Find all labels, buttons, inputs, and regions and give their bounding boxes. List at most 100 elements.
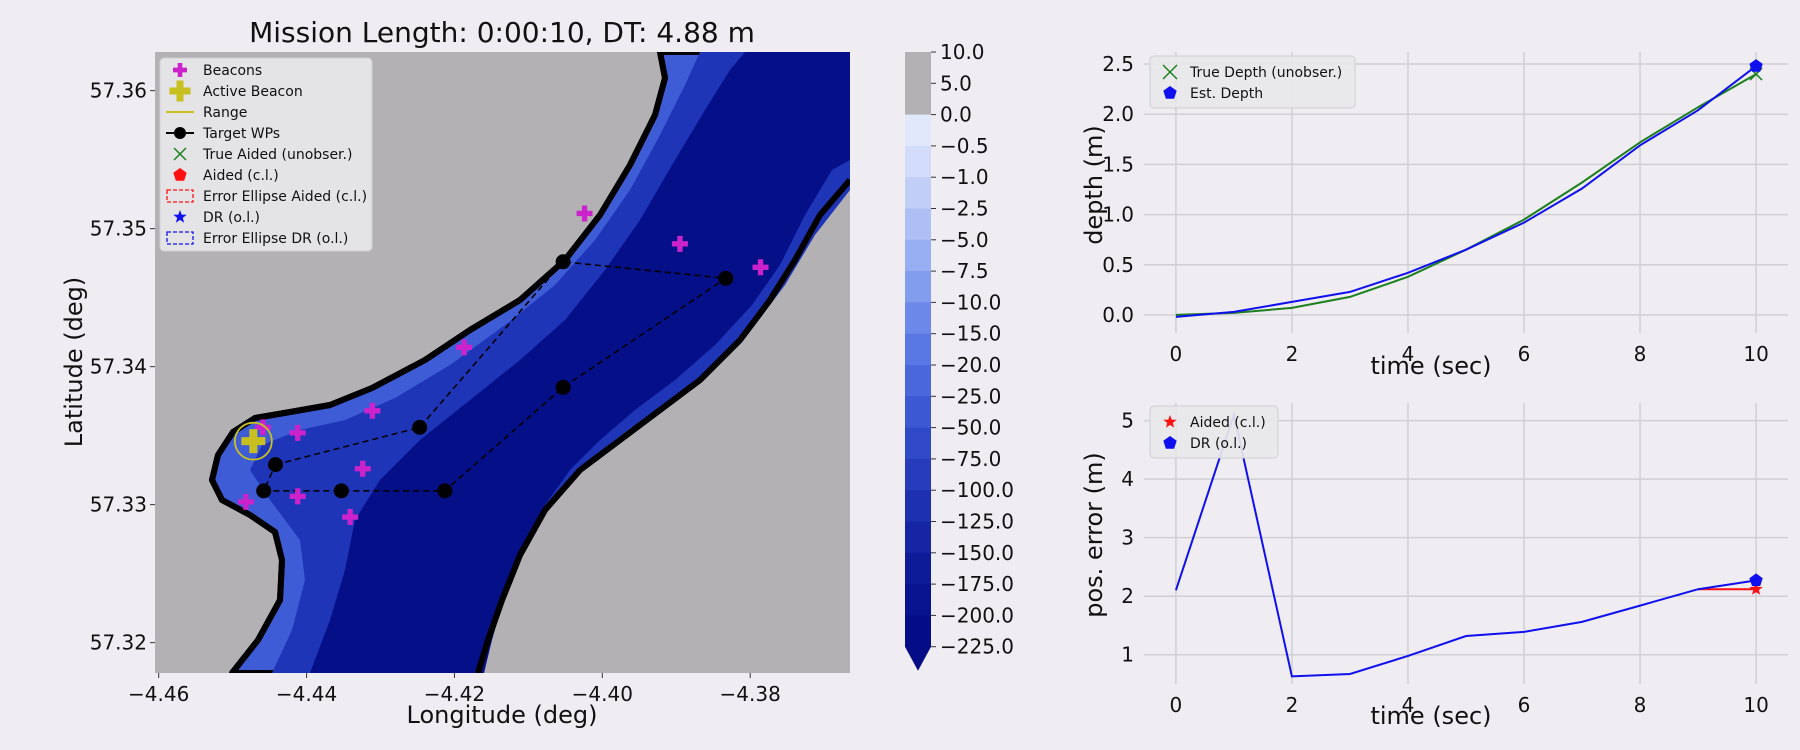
colorbar-band	[905, 490, 931, 522]
colorbar-band	[905, 302, 931, 335]
target-waypoint	[437, 483, 453, 499]
map-legend-label: Beacons	[203, 63, 262, 79]
target-waypoint	[333, 483, 349, 499]
y-tick-label: 3	[1121, 526, 1134, 550]
target-waypoint	[555, 379, 571, 395]
colorbar-tick-label: −7.5	[940, 259, 989, 283]
x-tick-label: 4	[1402, 693, 1415, 717]
legend-label: True Depth (unobser.)	[1189, 65, 1342, 81]
colorbar-tick-label: −5.0	[940, 228, 989, 252]
colorbar-band	[905, 615, 931, 648]
range-circle	[233, 421, 273, 461]
beacon-marker	[237, 493, 254, 510]
dr-o-l-line	[1174, 410, 1757, 678]
colorbar-band	[905, 114, 931, 147]
colorbar-band	[905, 521, 931, 554]
x-tick-label: 2	[1286, 342, 1299, 366]
colorbar-band	[905, 208, 931, 241]
map-legend-label: Target WPs	[202, 126, 280, 142]
colorbar-band	[905, 271, 931, 303]
x-tick-label: 8	[1634, 693, 1647, 717]
map-x-tick-label: −4.42	[424, 682, 485, 706]
error-ellipse-aided-c-l-legend-icon	[166, 189, 194, 203]
colorbar-tick-label: −100.0	[940, 478, 1014, 502]
map-legend: Beacons Active Beacon Range Target WPs True …	[159, 57, 373, 252]
true-depth-unobser-legend-icon	[1162, 64, 1178, 80]
colorbar-tick-label: −2.5	[940, 197, 989, 221]
beacon-marker	[254, 419, 271, 436]
beacon-marker	[752, 259, 769, 276]
map-y-label: Latitude (deg)	[60, 277, 88, 447]
beacon-marker	[576, 205, 593, 222]
map-x-label: Longitude (deg)	[407, 701, 598, 729]
y-tick-label: 2	[1121, 584, 1134, 608]
beacon-marker	[342, 509, 359, 526]
colorbar-band	[905, 145, 931, 178]
y-tick-label: 1.0	[1102, 203, 1134, 227]
beacon-marker	[289, 424, 306, 441]
colorbar-tick-label: −125.0	[940, 510, 1014, 534]
target-waypoint	[256, 483, 272, 499]
active-beacon-legend-icon	[169, 80, 191, 102]
depth-y-label: depth (m)	[1080, 125, 1108, 245]
legend-box	[1149, 55, 1356, 109]
map-x-tick-label: −4.38	[720, 682, 781, 706]
map-marks	[233, 205, 769, 526]
map-legend-box	[159, 57, 373, 252]
bathymetry-contours	[209, 52, 850, 673]
x-tick-label: 0	[1170, 342, 1183, 366]
water-deep	[310, 52, 850, 673]
y-tick-label: 1.5	[1102, 152, 1134, 176]
colorbar-band	[905, 83, 931, 116]
x-tick-label: 10	[1743, 693, 1768, 717]
colorbar-band	[905, 177, 931, 209]
est-depth-line	[1175, 65, 1757, 318]
colorbar-band	[905, 365, 931, 397]
chart-legend: True Depth (unobser.) Est. Depth	[1149, 55, 1356, 109]
colorbar-band	[905, 458, 931, 491]
map-legend-label: Active Beacon	[203, 84, 303, 100]
colorbar-tick-label: −0.5	[940, 134, 989, 158]
est-depth-legend-icon	[1163, 86, 1177, 99]
colorbar-band	[905, 396, 931, 429]
x-tick-label: 6	[1518, 693, 1531, 717]
depth-chart: 0 2 4 6 8 10 0.0 0.5 1.0 1.5 2.0 2.5 True Depth (uno…	[1102, 52, 1788, 366]
colorbar-tick-label: −225.0	[940, 635, 1014, 659]
colorbar-tick-label: −15.0	[940, 322, 1001, 346]
y-tick-label: 1	[1121, 643, 1134, 667]
beacon-marker	[456, 339, 473, 356]
dr-o-l-legend-icon	[173, 210, 187, 223]
y-tick-label: 5	[1121, 409, 1134, 433]
beacon-marker	[364, 402, 381, 419]
target-wps-legend-icon	[174, 127, 186, 139]
y-tick-label: 0.0	[1102, 303, 1134, 327]
map-legend-label: DR (o.l.)	[203, 210, 260, 226]
colorbar-tick-label: −75.0	[940, 447, 1001, 471]
x-tick-label: 8	[1634, 342, 1647, 366]
map-x-tick-label: −4.44	[276, 682, 337, 706]
legend-label: Aided (c.l.)	[1190, 415, 1266, 431]
colorbar-extend-arrow	[905, 646, 931, 671]
colorbar-tick-label: −50.0	[940, 416, 1001, 440]
coastline-west	[209, 52, 668, 673]
map-x-tick-label: −4.46	[128, 682, 189, 706]
legend-label: DR (o.l.)	[1190, 436, 1247, 452]
map-y-tick-label: 57.32	[90, 631, 147, 655]
error-ellipse-dr-o-l-legend-icon	[166, 231, 194, 245]
x-tick-label: 6	[1518, 342, 1531, 366]
legend-label: Est. Depth	[1190, 86, 1263, 102]
colorbar-tick-label: −200.0	[940, 603, 1014, 627]
y-tick-label: 4	[1121, 467, 1134, 491]
map-legend-label: Error Ellipse DR (o.l.)	[203, 231, 348, 247]
beacons-legend-icon	[173, 63, 188, 77]
map-legend-label: Error Ellipse Aided (c.l.)	[203, 189, 367, 205]
y-tick-label: 0.5	[1102, 253, 1134, 277]
map-legend-label: Aided (c.l.)	[203, 168, 279, 184]
map-x-tick-label: −4.40	[572, 682, 633, 706]
beacon-marker	[671, 235, 688, 252]
beacon-marker	[289, 488, 306, 505]
map-legend-label: Range	[203, 105, 247, 121]
colorbar-tick-label: −20.0	[940, 353, 1001, 377]
map-x-ticks: −4.46 −4.44 −4.42 −4.40 −4.38	[128, 673, 781, 706]
